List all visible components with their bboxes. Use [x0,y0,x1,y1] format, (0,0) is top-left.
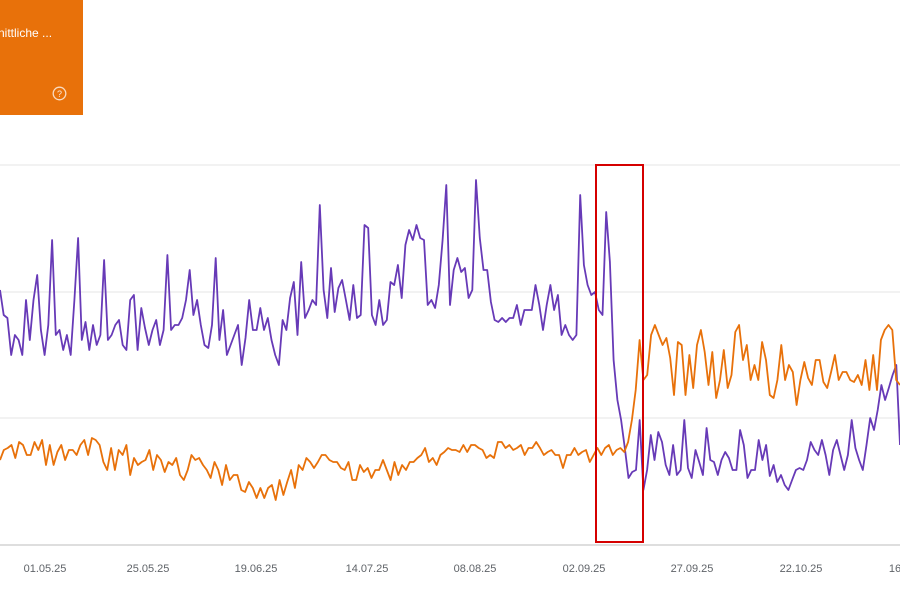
x-tick-label: 08.08.25 [454,563,497,575]
x-tick-label: 19.06.25 [235,563,278,575]
series-line-1 [0,324,900,501]
svg-text:?: ? [57,89,62,99]
x-tick-label: 01.05.25 [24,563,67,575]
metric-card[interactable]: nittliche ... ? [0,0,83,115]
series-line-0 [0,179,900,491]
x-tick-label: 14.07.25 [346,563,389,575]
help-circle-icon[interactable]: ? [52,86,67,101]
x-tick-label: 16 [889,563,900,575]
x-tick-label: 02.09.25 [563,563,606,575]
x-tick-label: 22.10.25 [780,563,823,575]
highlight-annotation-box [595,164,644,543]
x-tick-label: 25.05.25 [127,563,170,575]
metric-card-label: nittliche ... [0,26,53,40]
x-tick-label: 27.09.25 [671,563,714,575]
